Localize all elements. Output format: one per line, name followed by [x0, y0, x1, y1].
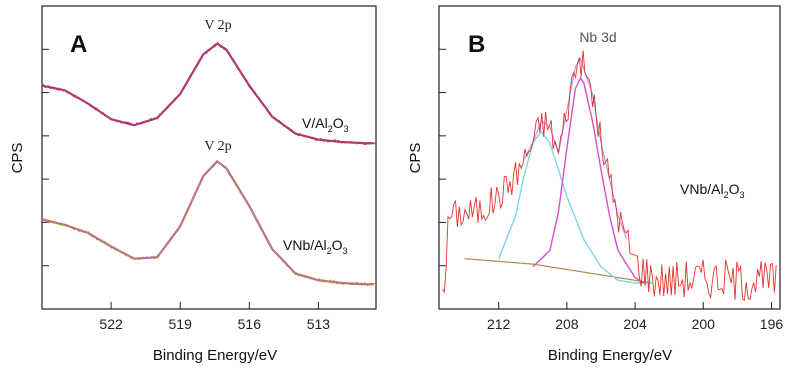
panel-a-peak-label-bottom: V 2p [204, 139, 231, 154]
panel-a-frame [41, 5, 377, 310]
panel-b-frame [438, 5, 781, 310]
panel-b-xlabel: Binding Energy/eV [548, 347, 672, 364]
series-label-vnb-al2o3-a: VNb/Al2O3 [283, 237, 348, 256]
panel-a-xlabel: Binding Energy/eV [153, 347, 277, 364]
panel-a-peak-label-top: V 2p [204, 18, 231, 33]
panel-b-xtick-label: 200 [692, 316, 716, 332]
panel-a-xtick-label: 513 [307, 316, 331, 332]
panel-a-ticks: 522 519 516 513 [42, 48, 331, 332]
data-curve [442, 50, 777, 302]
panel-b-ylabel: CPS [407, 143, 424, 174]
data-curve [41, 41, 377, 146]
panel-b-xtick-label: 212 [487, 316, 511, 332]
panel-b-ticks: 212 208 204 200 196 [439, 48, 784, 332]
baseline-curve [464, 258, 653, 284]
panel-a-xtick-label: 522 [99, 316, 123, 332]
panel-b-series [442, 50, 777, 302]
fit-curve [41, 160, 374, 286]
panel-a-xtick-label: 519 [169, 316, 193, 332]
panel-a-xtick-label: 516 [238, 316, 262, 332]
panel-a-ylabel: CPS [9, 143, 26, 174]
panel-a-letter: A [70, 31, 87, 58]
fit-component-2 [532, 76, 644, 284]
panel-b-xtick-label: 204 [623, 316, 647, 332]
data-curve [41, 161, 376, 287]
panel-b-letter: B [468, 31, 485, 58]
series-label-vnb-al2o3-b: VNb/Al2O3 [680, 181, 745, 200]
panel-b-peak-label: Nb 3d [579, 29, 616, 45]
fit-component-1 [498, 130, 653, 284]
panel-b-xtick-label: 208 [555, 316, 579, 332]
series-label-v-al2o3: V/Al2O3 [302, 115, 349, 134]
panel-a-series [41, 41, 377, 287]
panel-b-xtick-label: 196 [760, 316, 784, 332]
fit-envelope [523, 57, 627, 239]
